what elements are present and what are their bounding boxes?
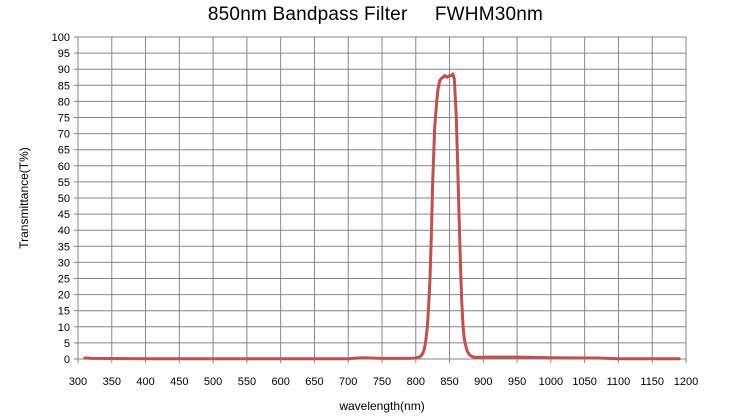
y-tick-label: 55 [58, 177, 70, 189]
x-tick-label: 800 [407, 376, 425, 388]
x-tick-label: 600 [271, 376, 289, 388]
x-tick-label: 550 [238, 376, 256, 388]
x-tick-label: 1100 [607, 376, 631, 388]
x-tick-label: 650 [305, 376, 323, 388]
series-layer [83, 72, 681, 361]
y-tick-label: 95 [58, 48, 70, 60]
chart-title: 850nm Bandpass Filter FWHM30nm [207, 4, 544, 25]
y-tick-label: 85 [58, 80, 70, 92]
y-tick-label: 50 [58, 193, 70, 205]
x-tick-label: 1200 [674, 376, 698, 388]
y-tick-label: 15 [58, 306, 70, 318]
x-axis-ticks: 300 350 400 450 500 550 600 650 700 750 800 850 900 9… [69, 359, 698, 388]
y-tick-label: 70 [58, 129, 70, 141]
x-tick-label: 1150 [640, 376, 664, 388]
x-tick-label: 950 [508, 376, 526, 388]
y-tick-label: 80 [58, 96, 70, 108]
y-tick-label: 75 [58, 113, 70, 125]
x-tick-label: 300 [69, 376, 87, 388]
y-tick-label: 65 [58, 145, 70, 157]
y-axis-ticks: 0 5 10 15 20 25 30 35 40 45 50 55 60 65 70 75 80 85 90 95 10… [52, 32, 78, 366]
grid [77, 36, 687, 360]
x-tick-label: 850 [440, 376, 458, 388]
y-tick-label: 40 [58, 225, 70, 237]
series-line-0 [83, 72, 681, 361]
y-tick-label: 10 [58, 322, 70, 334]
y-tick-label: 5 [64, 338, 70, 350]
x-tick-label: 700 [339, 376, 357, 388]
y-tick-label: 100 [52, 32, 70, 44]
x-tick-label: 1050 [572, 376, 596, 388]
y-tick-label: 60 [58, 161, 70, 173]
y-tick-label: 30 [58, 257, 70, 269]
x-tick-label: 400 [136, 376, 154, 388]
x-tick-label: 750 [373, 376, 391, 388]
x-tick-label: 450 [170, 376, 188, 388]
x-tick-label: 1000 [539, 376, 563, 388]
y-tick-label: 35 [58, 241, 70, 253]
y-tick-label: 45 [58, 209, 70, 221]
x-tick-label: 500 [204, 376, 222, 388]
x-axis-label: wavelength(nm) [338, 399, 424, 413]
y-tick-label: 20 [58, 290, 70, 302]
y-axis-label: Transmittance(T%) [17, 147, 31, 249]
y-tick-label: 0 [64, 354, 70, 366]
y-tick-label: 25 [58, 274, 70, 286]
x-tick-label: 900 [474, 376, 492, 388]
x-tick-label: 350 [103, 376, 121, 388]
y-tick-label: 90 [58, 64, 70, 76]
